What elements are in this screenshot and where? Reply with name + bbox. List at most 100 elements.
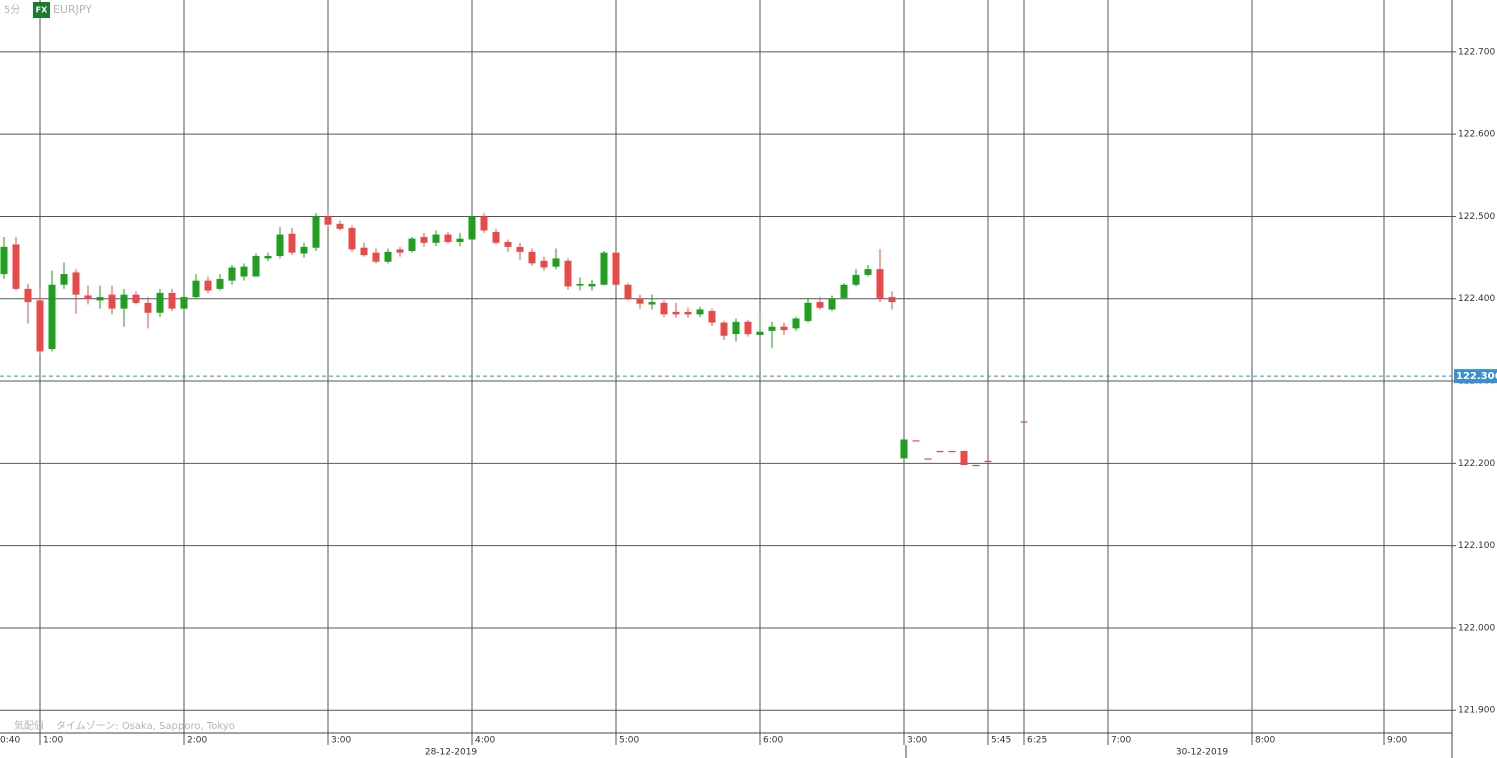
candle-body bbox=[132, 294, 140, 303]
date-label: 30-12-2019 bbox=[1176, 748, 1229, 758]
x-tick-label: 4:00 bbox=[475, 736, 495, 746]
candle-body bbox=[948, 451, 956, 453]
candle-body bbox=[420, 237, 428, 243]
candle-body bbox=[276, 234, 284, 256]
candle-body bbox=[864, 269, 872, 275]
candle-body bbox=[204, 280, 212, 291]
candle-body bbox=[552, 258, 560, 267]
candle-body bbox=[696, 309, 704, 315]
candle-body bbox=[780, 326, 788, 331]
candle-body bbox=[852, 274, 860, 285]
candle-body bbox=[816, 302, 824, 308]
candle-body bbox=[120, 294, 128, 309]
candle-body bbox=[180, 297, 188, 309]
candle-body bbox=[828, 298, 836, 310]
grid bbox=[0, 0, 1452, 745]
candle-body bbox=[876, 269, 884, 299]
candle-body bbox=[360, 247, 368, 256]
candle-body bbox=[36, 300, 44, 352]
candle-body bbox=[708, 311, 716, 323]
candle-body bbox=[384, 251, 392, 262]
x-tick-label: 2:00 bbox=[187, 736, 207, 746]
y-tick-label: 122.700 bbox=[1458, 47, 1495, 57]
candle-body bbox=[60, 274, 68, 285]
candle-body bbox=[924, 458, 932, 460]
candle-body bbox=[588, 283, 596, 287]
candle-body bbox=[468, 216, 476, 240]
candle-body bbox=[0, 246, 8, 275]
candle-body bbox=[756, 331, 764, 335]
candle-body bbox=[96, 297, 104, 301]
candle-body bbox=[672, 311, 680, 315]
candle-body bbox=[684, 311, 692, 315]
candle-body bbox=[732, 321, 740, 335]
candle-body bbox=[264, 255, 272, 259]
x-tick-label: 6:00 bbox=[763, 736, 783, 746]
candle-body bbox=[372, 252, 380, 262]
candle-body bbox=[252, 255, 260, 277]
date-label: 28-12-2019 bbox=[425, 748, 478, 758]
candle-body bbox=[168, 292, 176, 309]
candle-body bbox=[660, 302, 668, 315]
candle-body bbox=[900, 439, 908, 459]
candle-body bbox=[720, 322, 728, 336]
candle-body bbox=[744, 321, 752, 335]
candle-body bbox=[1020, 421, 1028, 423]
y-tick-label: 122.000 bbox=[1458, 623, 1495, 633]
candle-body bbox=[240, 266, 248, 277]
symbol-title: EURJPY bbox=[53, 3, 92, 16]
candle-body bbox=[612, 252, 620, 285]
y-tick-label: 122.500 bbox=[1458, 212, 1495, 222]
candles bbox=[0, 210, 1028, 467]
candle-body bbox=[912, 440, 920, 442]
candle-body bbox=[192, 280, 200, 298]
x-tick-label: 8:00 bbox=[1255, 736, 1275, 746]
interval-label: 5分 bbox=[4, 4, 20, 16]
candle-body bbox=[840, 284, 848, 298]
candle-body bbox=[480, 216, 488, 231]
candle-body bbox=[24, 288, 32, 303]
candle-body bbox=[888, 297, 896, 303]
candle-body bbox=[516, 246, 524, 252]
x-tick-label: 3:00 bbox=[907, 736, 927, 746]
candle-body bbox=[156, 292, 164, 313]
candle-body bbox=[300, 246, 308, 254]
candle-body bbox=[492, 232, 500, 243]
candle-body bbox=[336, 223, 344, 229]
candle-body bbox=[312, 216, 320, 248]
x-tick-label: 5:45 bbox=[991, 736, 1011, 746]
x-tick-label: 1:00 bbox=[43, 736, 63, 746]
candle-body bbox=[456, 238, 464, 242]
candle-body bbox=[984, 460, 992, 463]
candle-body bbox=[228, 267, 236, 281]
candle-body bbox=[444, 234, 452, 242]
candle-body bbox=[600, 252, 608, 285]
y-tick-label: 122.400 bbox=[1458, 294, 1495, 304]
candle-body bbox=[288, 233, 296, 253]
x-tick-label: 9:00 bbox=[1387, 736, 1407, 746]
candle-body bbox=[576, 283, 584, 286]
candle-body bbox=[936, 451, 944, 453]
last-price-box bbox=[1454, 369, 1497, 384]
candle-body bbox=[972, 464, 980, 467]
x-tick-label: 0:40 bbox=[0, 736, 20, 746]
candle-body bbox=[432, 234, 440, 243]
candle-body bbox=[504, 241, 512, 247]
candle-body bbox=[216, 278, 224, 289]
candle-body bbox=[540, 260, 548, 268]
y-tick-label: 122.600 bbox=[1458, 130, 1495, 140]
footnote-right: タイムゾーン: Osaka, Sapporo, Tokyo bbox=[56, 720, 235, 732]
candle-body bbox=[792, 318, 800, 329]
candle-body bbox=[564, 260, 572, 287]
x-tick-label: 5:00 bbox=[619, 736, 639, 746]
candle-body bbox=[396, 249, 404, 253]
x-tick-label: 6:25 bbox=[1027, 736, 1047, 746]
x-tick-label: 7:00 bbox=[1111, 736, 1131, 746]
candle-body bbox=[624, 284, 632, 299]
fx-badge bbox=[33, 2, 50, 18]
candle-body bbox=[72, 272, 80, 295]
candle-body bbox=[108, 294, 116, 309]
fx-badge-text: FX bbox=[36, 6, 48, 15]
candle-body bbox=[12, 244, 20, 289]
